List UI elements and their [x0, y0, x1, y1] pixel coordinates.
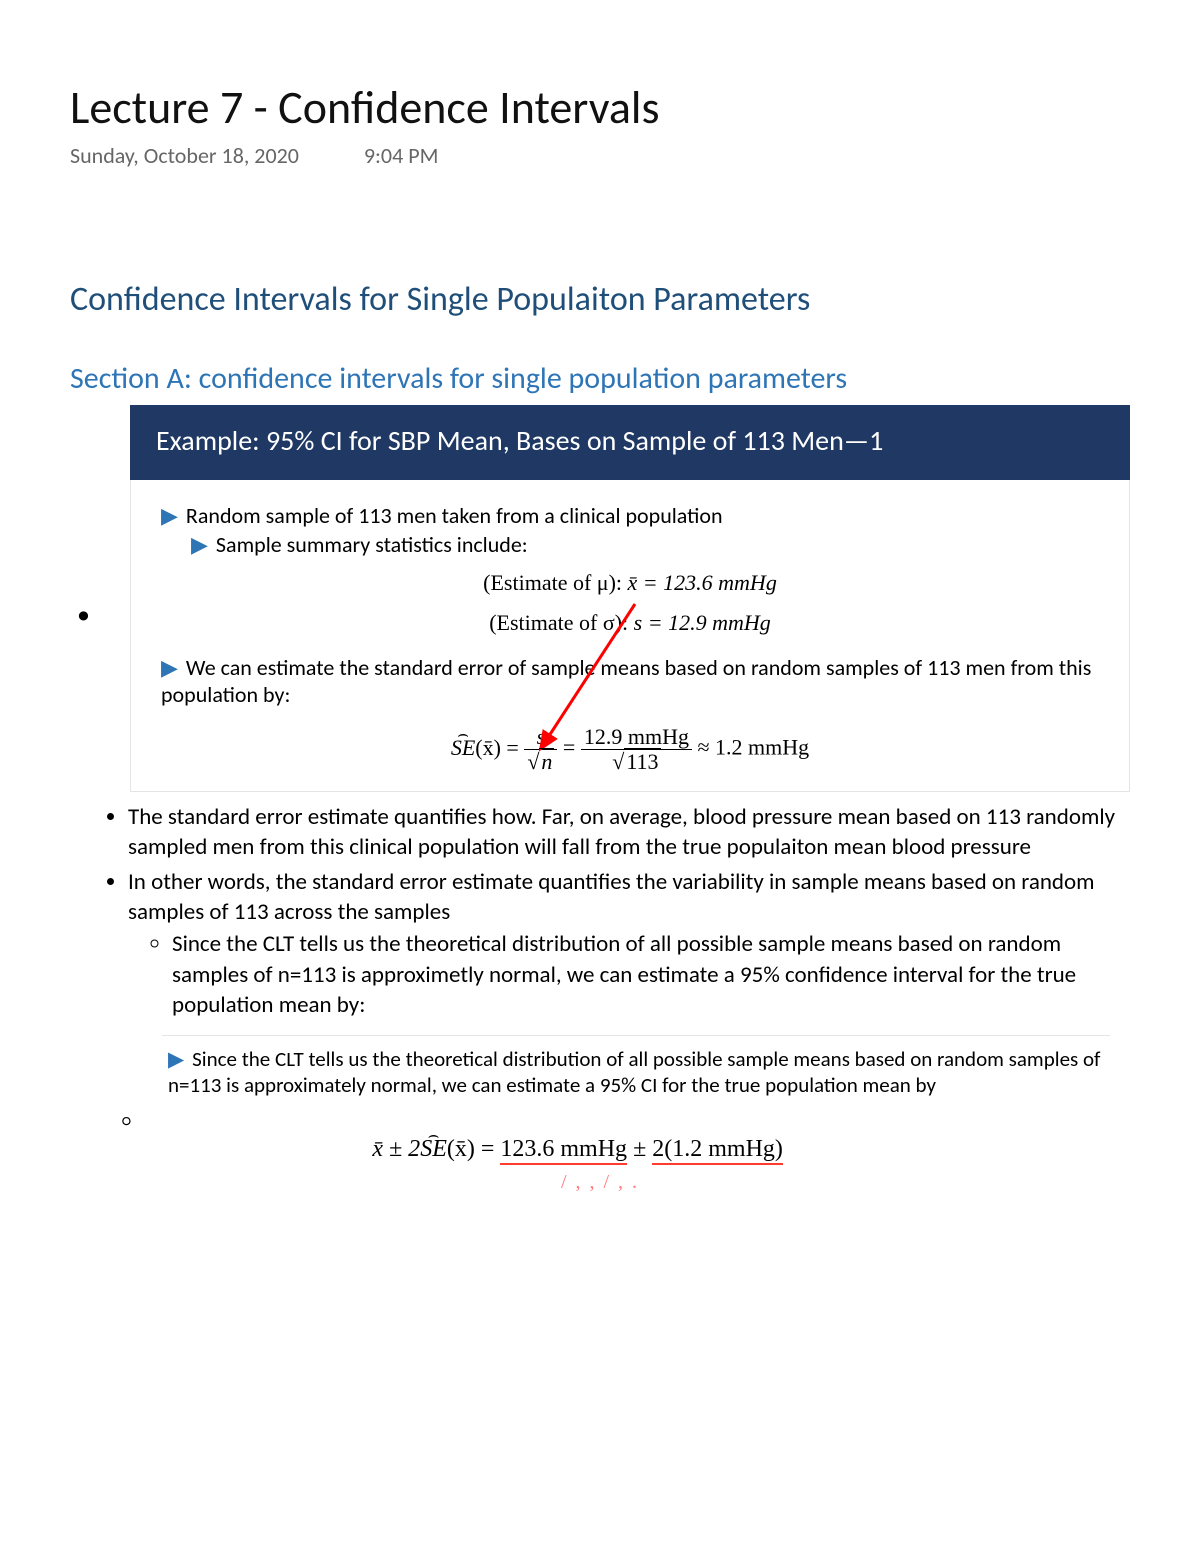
note-bullet-1: The standard error estimate quantifies h… — [128, 802, 1130, 863]
slide-header: Example: 95% CI for SBP Mean, Bases on S… — [130, 405, 1130, 480]
triangle-icon: ▶ — [161, 654, 178, 681]
se-hat: SE — [451, 735, 475, 761]
note-bullet-2a: Since the CLT tells us the theoretical d… — [172, 929, 1130, 1020]
triangle-icon: ▶ — [191, 531, 208, 558]
slide-sub-bullet: ▶Since the CLT tells us the theoretical … — [168, 1046, 1110, 1098]
date-text: Sunday, October 18, 2020 — [70, 142, 299, 169]
open-circle-bullet: ○ — [122, 1112, 144, 1131]
handwritten-scribble: / , , / , . — [70, 1171, 1130, 1194]
frac-s-over-rootn: s n — [524, 726, 557, 773]
meta-line: Sunday, October 18, 2020 9:04 PM — [70, 142, 1130, 169]
slide-bullet-2: ▶We can estimate the standard error of s… — [161, 654, 1105, 708]
ci-equation-row: ○ x̄ ± 2SE(x̄) = 123.6 mmHg ± 2(1.2 mmHg… — [70, 1112, 1130, 1167]
slide-sub-block: ▶Since the CLT tells us the theoretical … — [162, 1035, 1110, 1098]
page-title: Lecture 7 - Confidence Intervals — [70, 80, 1130, 136]
equation-se: SE(x̄) = s n = 12.9 mmHg 113 ≈ 1.2 mmHg — [155, 726, 1105, 773]
page: Lecture 7 - Confidence Intervals Sunday,… — [0, 0, 1200, 1254]
slide-area: Example: 95% CI for SBP Mean, Bases on S… — [130, 405, 1130, 792]
triangle-icon: ▶ — [168, 1046, 184, 1072]
triangle-icon: ▶ — [161, 502, 178, 529]
equation-mu: (Estimate of μ): x̄ = 123.6 mmHg — [155, 570, 1105, 596]
bullet-2-wrap: ▶We can estimate the standard error of s… — [155, 654, 1105, 773]
equation-sigma: (Estimate of σ): s = 12.9 mmHg — [155, 610, 1105, 636]
note-bullet-2: In other words, the standard error estim… — [128, 867, 1130, 1021]
ci-value-2: 2(1.2 mmHg) — [652, 1136, 783, 1165]
slide-bullet-1a: ▶Sample summary statistics include: — [191, 531, 1105, 558]
notes-list: The standard error estimate quantifies h… — [70, 802, 1130, 1021]
section-heading-2: Section A: confidence intervals for sing… — [70, 360, 1130, 397]
side-bullet-dot: • — [77, 598, 90, 630]
slide-body: • ▶Random sample of 113 men taken from a… — [130, 480, 1130, 792]
section-heading-1: Confidence Intervals for Single Populait… — [70, 279, 1130, 320]
ci-value-1: 123.6 mmHg — [500, 1136, 627, 1165]
slide-bullet-1: ▶Random sample of 113 men taken from a c… — [161, 502, 1105, 529]
frac-numeric: 12.9 mmHg 113 — [581, 726, 692, 773]
time-text: 9:04 PM — [364, 142, 439, 169]
